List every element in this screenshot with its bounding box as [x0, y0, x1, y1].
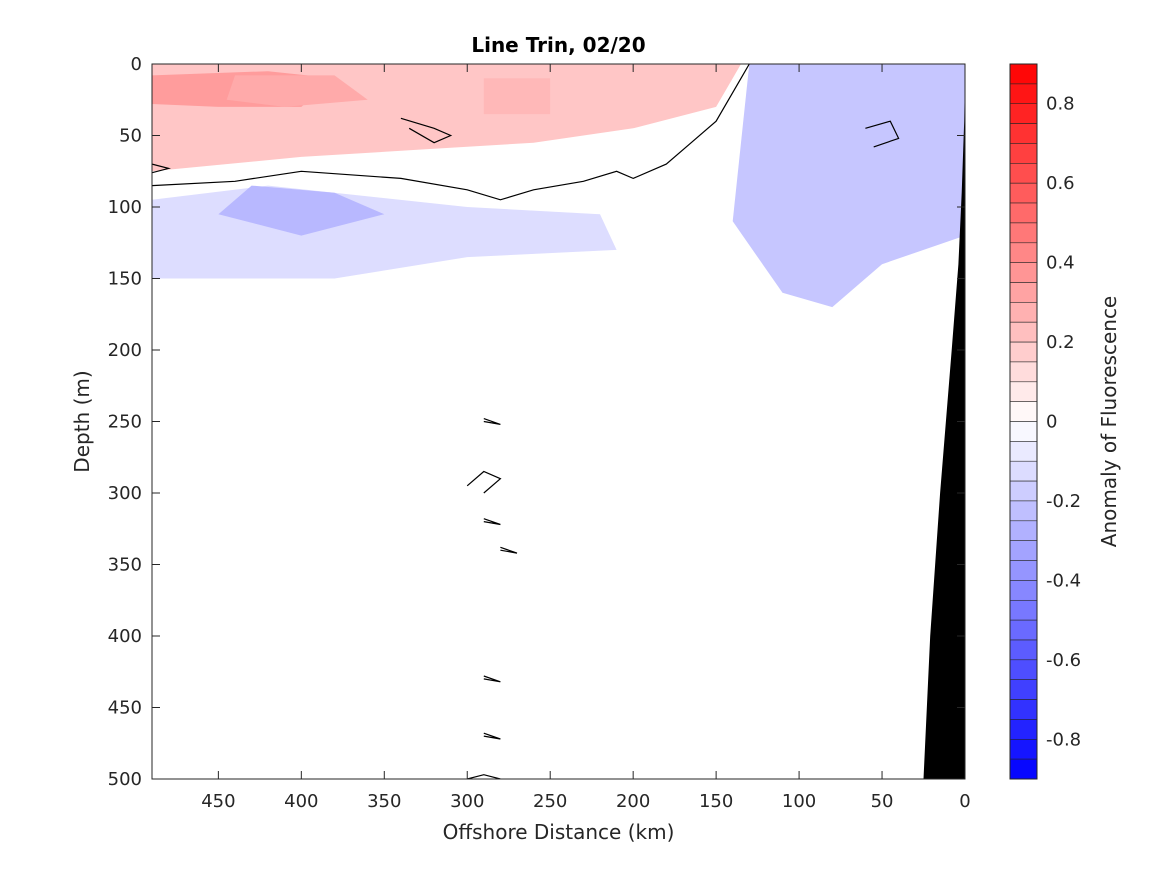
colorbar-frame — [1009, 63, 1038, 780]
colorbar: 0.8 0.6 0.4 0.2 0 -0.2 -0.4 -0.6 -0.8 — [1009, 63, 1081, 780]
x-tick-label: 100 — [782, 791, 816, 812]
anomaly-region-positive-3 — [483, 78, 551, 115]
contour-line-9 — [483, 732, 501, 740]
colorbar-level — [1009, 63, 1038, 85]
x-tick-label: 350 — [367, 791, 401, 812]
x-tick-label: 150 — [699, 791, 733, 812]
y-tick-label: 300 — [108, 483, 142, 504]
colorbar-label: Anomaly of Fluorescence — [1097, 296, 1121, 547]
colorbar-tick-label: -0.4 — [1046, 570, 1081, 591]
colorbar-level — [1009, 301, 1038, 323]
colorbar-level — [1009, 321, 1038, 343]
y-tick-label: 350 — [108, 555, 142, 576]
colorbar-tick-label: 0.8 — [1046, 94, 1075, 115]
plot-area — [151, 63, 966, 780]
colorbar-level — [1009, 619, 1038, 641]
y-tick-label: 50 — [119, 126, 142, 147]
x-tick-label: 300 — [450, 791, 484, 812]
colorbar-level — [1009, 143, 1038, 164]
colorbar-level — [1009, 441, 1038, 462]
colorbar-tick-label: 0 — [1046, 412, 1057, 433]
colorbar-tick-label: -0.6 — [1046, 650, 1081, 671]
x-tick-label: 50 — [871, 791, 894, 812]
x-tick-label: 450 — [201, 791, 235, 812]
colorbar-level — [1009, 599, 1038, 621]
bathymetry-mask — [923, 71, 965, 779]
x-tick-label: 250 — [533, 791, 567, 812]
colorbar-level — [1009, 401, 1038, 422]
colorbar-tick-label: -0.2 — [1046, 491, 1081, 512]
colorbar-tick-label: -0.8 — [1046, 729, 1081, 750]
y-tick-label: 100 — [108, 197, 142, 218]
y-tick-label: 0 — [131, 54, 142, 75]
contour-line-2 — [865, 120, 900, 148]
anomaly-region-positive-2 — [226, 75, 368, 107]
contour-line-6 — [483, 518, 501, 526]
colorbar-level — [1009, 262, 1038, 283]
anomaly-regions — [152, 64, 965, 308]
y-tick-label: 200 — [108, 340, 142, 361]
colorbar-level — [1009, 222, 1038, 244]
anomaly-region-negative-7 — [732, 64, 965, 308]
contour-line-0 — [152, 64, 750, 201]
colorbar-level — [1009, 83, 1038, 105]
colorbar-level — [1009, 341, 1038, 363]
y-tick-label: 400 — [108, 626, 142, 647]
colorbar-level — [1009, 738, 1038, 760]
contour-line-1 — [400, 117, 453, 144]
colorbar-level — [1009, 540, 1038, 561]
contour-line-3 — [152, 163, 171, 174]
y-tick-label: 450 — [108, 698, 142, 719]
colorbar-level — [1009, 421, 1038, 442]
anomaly-region-positive-4 — [633, 71, 717, 115]
colorbar-level — [1009, 123, 1038, 144]
x-tick-label: 200 — [616, 791, 650, 812]
x-tick-label: 400 — [284, 791, 318, 812]
contour-line-8 — [483, 675, 501, 683]
contour-line-4 — [483, 418, 501, 425]
colorbar-level — [1009, 659, 1038, 680]
colorbar-level — [1009, 719, 1038, 740]
zero-contours — [152, 64, 900, 779]
colorbar-level — [1009, 500, 1038, 522]
colorbar-level — [1009, 103, 1038, 124]
y-tick-label: 250 — [108, 412, 142, 433]
colorbar-level — [1009, 361, 1038, 383]
colorbar-level — [1009, 560, 1038, 581]
colorbar-level — [1009, 163, 1038, 184]
colorbar-tick-label: 0.4 — [1046, 253, 1075, 274]
colorbar-level — [1009, 381, 1038, 402]
colorbar-level — [1009, 758, 1038, 780]
colorbar-tick-label: 0.6 — [1046, 173, 1075, 194]
y-axis-ticks: 0 50 100 150 200 250 300 350 400 450 500 — [108, 54, 965, 790]
colorbar-level — [1009, 182, 1038, 204]
colorbar-level — [1009, 639, 1038, 661]
colorbar-level — [1009, 580, 1038, 601]
x-axis-label: Offshore Distance (km) — [443, 820, 675, 844]
chart-title: Line Trin, 02/20 — [471, 33, 645, 57]
contour-line-5 — [466, 470, 502, 494]
x-axis-ticks: 450 400 350 300 250 200 150 100 50 0 — [201, 64, 971, 812]
colorbar-level — [1009, 699, 1038, 720]
colorbar-level — [1009, 460, 1038, 482]
y-axis-label: Depth (m) — [70, 370, 94, 472]
colorbar-level — [1009, 242, 1038, 264]
contour-line-7 — [500, 546, 518, 554]
colorbar-level — [1009, 520, 1038, 541]
colorbar-level — [1009, 679, 1038, 700]
contour-line-10 — [467, 774, 501, 779]
y-tick-label: 500 — [108, 769, 142, 790]
colorbar-level — [1009, 480, 1038, 502]
colorbar-level — [1009, 282, 1038, 303]
anomaly-region-negative-9 — [218, 185, 385, 236]
colorbar-level — [1009, 202, 1038, 224]
colorbar-tick-label: 0.2 — [1046, 332, 1075, 353]
y-tick-label: 150 — [108, 269, 142, 290]
x-tick-label: 0 — [959, 791, 970, 812]
